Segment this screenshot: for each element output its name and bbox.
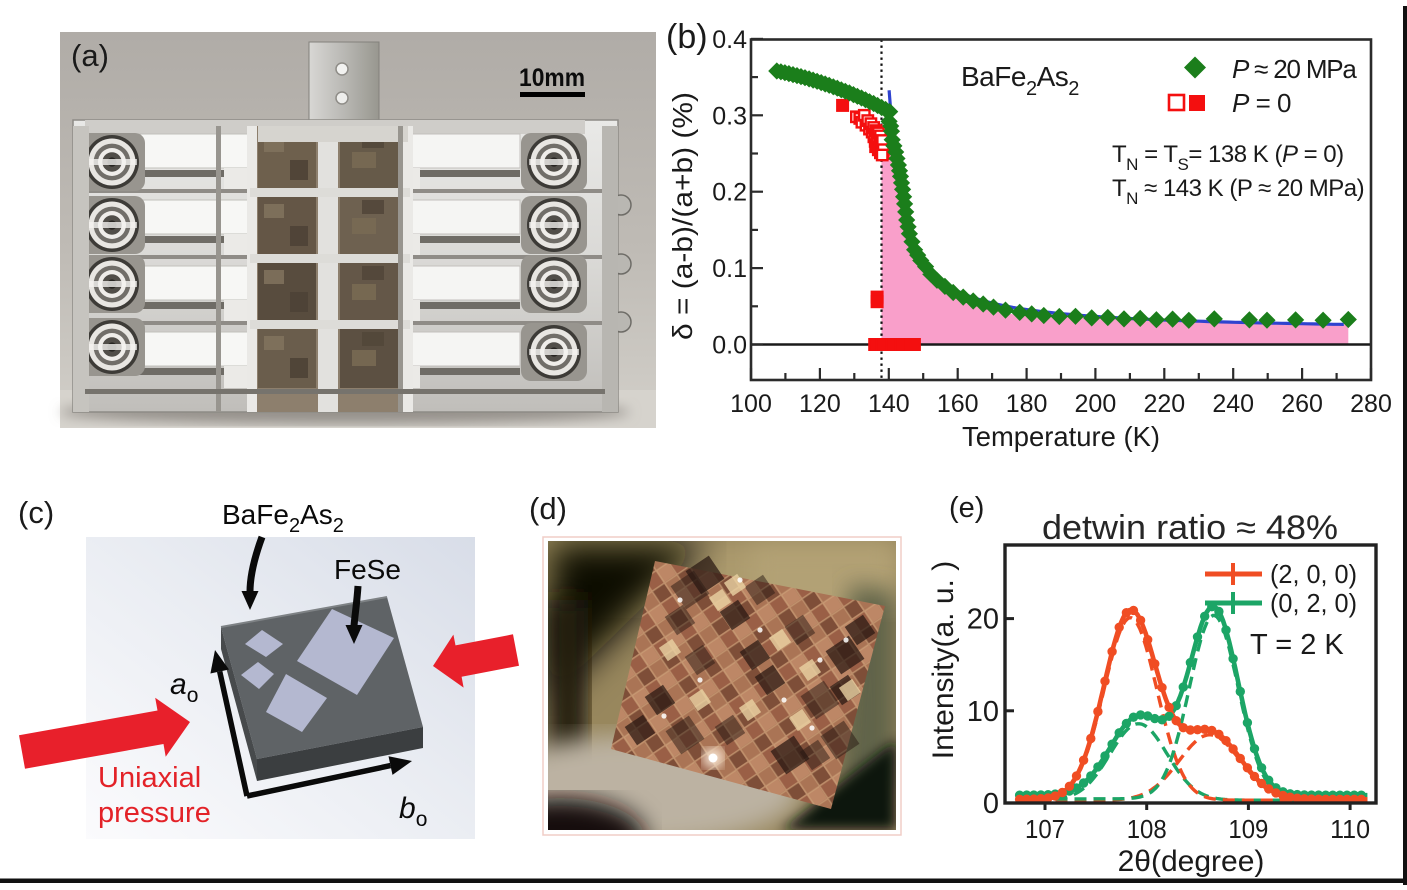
svg-text:20: 20 [967, 604, 999, 636]
svg-text:100: 100 [730, 390, 772, 418]
svg-text:Temperature (K): Temperature (K) [962, 421, 1160, 452]
svg-text:Uniaxial: Uniaxial [98, 762, 201, 794]
svg-text:107: 107 [1025, 814, 1065, 844]
svg-text:P ≈ 20 MPa: P ≈ 20 MPa [1232, 54, 1357, 84]
svg-text:260: 260 [1281, 390, 1323, 418]
svg-text:160: 160 [937, 390, 979, 418]
svg-text:0: 0 [983, 788, 999, 820]
svg-text:220: 220 [1143, 390, 1185, 418]
svg-text:δ = (a-b)/(a+b) (%): δ = (a-b)/(a+b) (%) [667, 92, 698, 340]
svg-text:10mm: 10mm [519, 64, 585, 92]
svg-text:0.1: 0.1 [712, 255, 747, 283]
svg-text:TN = TS= 138 K (P = 0): TN = TS= 138 K (P = 0) [1112, 141, 1344, 174]
svg-text:FeSe: FeSe [334, 554, 401, 585]
svg-text:0.2: 0.2 [712, 179, 747, 207]
svg-text:P = 0: P = 0 [1232, 88, 1291, 118]
svg-text:pressure: pressure [98, 797, 211, 829]
svg-text:140: 140 [868, 390, 910, 418]
svg-text:2θ(degree): 2θ(degree) [1118, 845, 1265, 878]
svg-text:180: 180 [1006, 390, 1048, 418]
svg-text:Intensity(a. u. ): Intensity(a. u. ) [927, 561, 960, 759]
svg-text:detwin ratio ≈ 48%: detwin ratio ≈ 48% [1042, 509, 1338, 547]
svg-text:0.0: 0.0 [712, 332, 747, 360]
svg-text:109: 109 [1228, 814, 1268, 844]
svg-text:BaFe2As2: BaFe2As2 [961, 61, 1079, 100]
svg-text:120: 120 [799, 390, 841, 418]
svg-text:(d): (d) [529, 491, 567, 526]
svg-text:108: 108 [1127, 814, 1167, 844]
svg-text:(a): (a) [71, 38, 109, 73]
svg-text:200: 200 [1075, 390, 1117, 418]
svg-text:(b): (b) [666, 18, 708, 56]
svg-text:TN ≈ 143 K (P ≈ 20 MPa): TN ≈ 143 K (P ≈ 20 MPa) [1112, 175, 1364, 208]
svg-text:240: 240 [1212, 390, 1254, 418]
svg-text:10: 10 [967, 696, 999, 728]
svg-text:110: 110 [1330, 814, 1370, 844]
svg-text:0.4: 0.4 [712, 26, 747, 54]
svg-text:(e): (e) [949, 492, 984, 524]
svg-text:(c): (c) [18, 495, 54, 530]
svg-text:T = 2 K: T = 2 K [1250, 629, 1344, 661]
svg-text:(0, 2, 0): (0, 2, 0) [1270, 588, 1357, 618]
svg-text:BaFe2As2: BaFe2As2 [222, 499, 344, 537]
svg-text:280: 280 [1350, 390, 1392, 418]
svg-text:0.3: 0.3 [712, 102, 747, 130]
svg-text:(2, 0, 0): (2, 0, 0) [1270, 559, 1357, 589]
